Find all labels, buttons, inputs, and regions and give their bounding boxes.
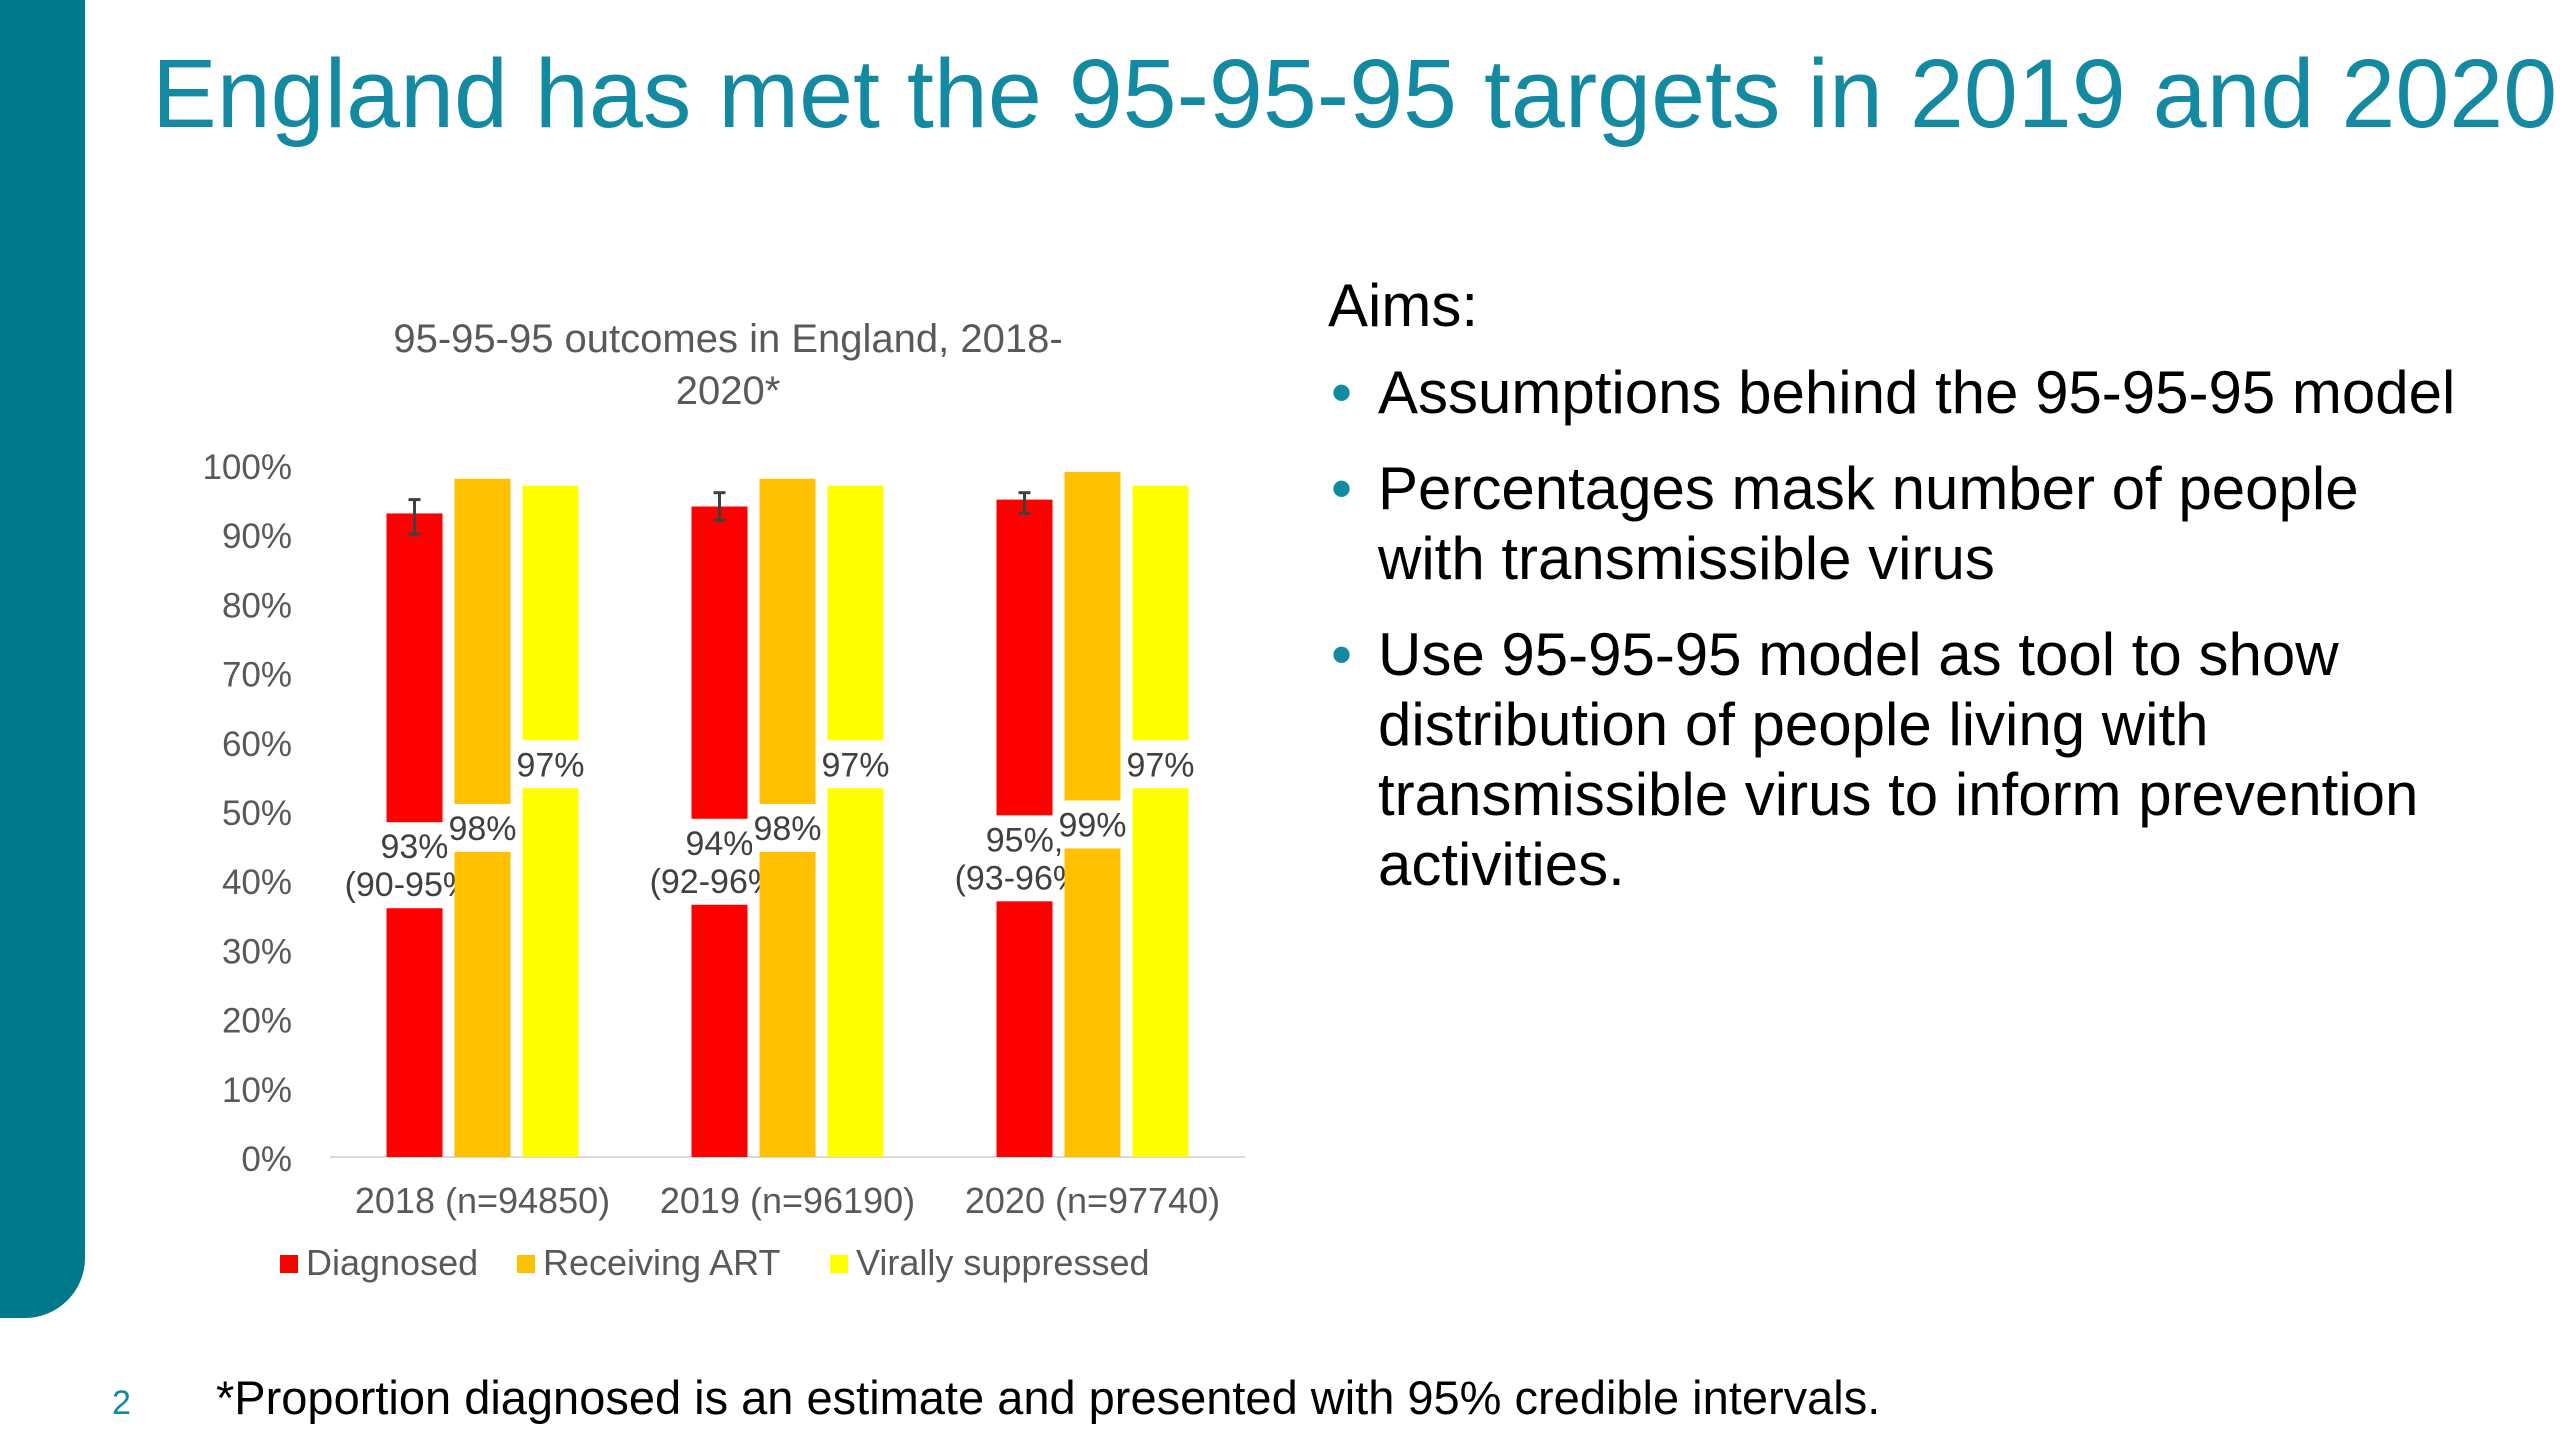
legend-swatch [517, 1255, 535, 1273]
data-label: 98% [448, 810, 516, 848]
page-number: 2 [112, 1384, 131, 1422]
y-tick-label: 90% [222, 517, 292, 556]
sidebar-accent [0, 0, 85, 1318]
aims-heading: Aims: [1328, 272, 1478, 339]
y-tick-label: 20% [222, 1002, 292, 1041]
y-tick-label: 10% [222, 1071, 292, 1110]
data-label: 94% [685, 825, 753, 863]
aims-item: • Use 95-95-95 model as tool to show dis… [1328, 620, 2478, 900]
footnote: *Proportion diagnosed is an estimate and… [216, 1371, 1881, 1424]
chart-title: 95-95-95 outcomes in England, 2018- [393, 317, 1062, 361]
bar [522, 485, 579, 1157]
aims-item: • Percentages mask number of people with… [1328, 454, 2478, 594]
bullet-icon: • [1331, 621, 1353, 688]
bar [827, 485, 884, 1157]
data-label-box [1057, 800, 1128, 849]
y-tick-label: 0% [241, 1140, 292, 1179]
aims-list: • Assumptions behind the 95-95-95 model … [1328, 358, 2478, 900]
data-label: 99% [1058, 806, 1126, 844]
aims-item: • Assumptions behind the 95-95-95 model [1328, 358, 2478, 428]
legend-label: Virally suppressed [856, 1242, 1149, 1283]
data-label: 93% [380, 828, 448, 866]
legend-label: Diagnosed [306, 1242, 478, 1283]
data-label-box [515, 740, 586, 789]
data-label-box [447, 803, 518, 852]
legend-swatch [830, 1255, 848, 1273]
y-tick-label: 50% [222, 794, 292, 833]
data-label-box [820, 740, 891, 789]
aims-item-text: Percentages mask number of people with t… [1378, 455, 2359, 592]
slide-title: England has met the 95-95-95 targets in … [152, 39, 2558, 148]
aims-item-text: Use 95-95-95 model as tool to show distr… [1378, 621, 2419, 898]
data-label-box [1125, 740, 1196, 789]
x-tick-label: 2019 (n=96190) [660, 1180, 915, 1221]
bullet-icon: • [1331, 359, 1353, 426]
aims-panel: Aims: • Assumptions behind the 95-95-95 … [1328, 268, 2478, 926]
bullet-icon: • [1331, 455, 1353, 522]
aims-item-text: Assumptions behind the 95-95-95 model [1378, 359, 2456, 426]
data-label: 95%, [986, 821, 1064, 859]
y-tick-label: 70% [222, 656, 292, 695]
data-label-box [752, 803, 823, 852]
x-tick-label: 2020 (n=97740) [965, 1180, 1220, 1221]
bar-chart: 95-95-95 outcomes in England, 2018- 2020*… [202, 317, 1245, 1283]
bar [1132, 485, 1189, 1157]
chart: 95-95-95 outcomes in England, 2018- 2020*… [170, 310, 1280, 1310]
chart-title: 2020* [676, 369, 781, 413]
data-label: 97% [821, 746, 889, 784]
y-tick-label: 60% [222, 725, 292, 764]
legend-label: Receiving ART [543, 1242, 780, 1283]
data-label: 98% [753, 810, 821, 848]
y-tick-label: 40% [222, 863, 292, 902]
x-tick-label: 2018 (n=94850) [355, 1180, 610, 1221]
y-tick-label: 100% [202, 448, 292, 487]
data-label: 97% [516, 746, 584, 784]
y-tick-label: 30% [222, 932, 292, 971]
data-label: 97% [1126, 746, 1194, 784]
y-tick-label: 80% [222, 586, 292, 625]
legend-swatch [280, 1255, 298, 1273]
